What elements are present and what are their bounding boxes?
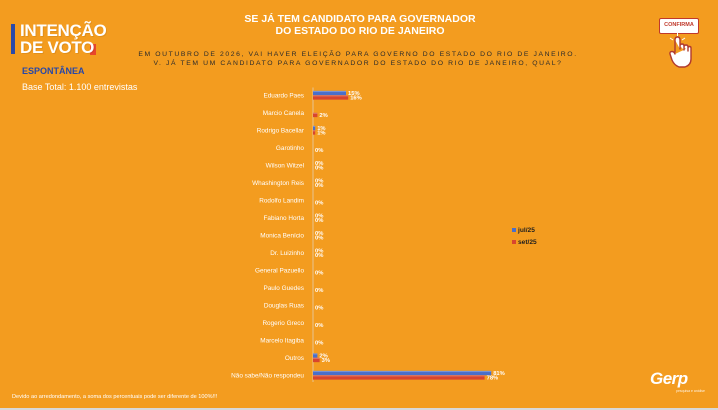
data-label-set: 0% [315,165,323,171]
question-title: SE JÁ TEM CANDIDATO PARA GOVERNADOR DO E… [180,13,540,37]
data-label-jul: 1% [317,126,325,132]
bar-jul [313,90,346,96]
data-label-jul: 15% [348,91,360,97]
bar-highlight [313,95,349,97]
category-label: Rogerio Greco [262,320,304,327]
data-label-set: 0% [315,305,323,311]
bar-set [313,95,349,100]
legend-label-jul: jul/25 [518,226,535,234]
data-label-set: 0% [315,288,323,294]
question-text: EM OUTUBRO DE 2026, VAI HAVER ELEIÇÃO PA… [138,51,578,67]
bar-set [313,130,316,135]
data-label-set: 0% [315,183,323,189]
data-label-jul: 81% [493,371,505,377]
bar-highlight [313,90,346,93]
data-label-jul: 0% [315,161,323,167]
gerp-logo: Gerp [650,369,688,388]
category-label: General Pazuello [255,267,304,274]
data-label-jul: 0% [315,248,323,254]
bar-set [313,375,485,380]
brand-accent-bar [11,24,15,54]
brand-subtitle: ESPONTÂNEA [22,66,85,76]
bar-highlight [313,353,318,355]
bar-highlight [313,125,316,128]
category-label: Douglas Ruas [264,302,304,309]
brand-accent-mark [90,44,96,55]
chart-legend: jul/25 set/25 [512,224,537,248]
data-label-jul: 0% [315,213,323,219]
data-label-jul: 2% [319,353,327,359]
gerp-logo-tagline: pesquisa e análise [676,389,705,393]
pointing-hand-icon [669,33,692,68]
data-label-set: 0% [315,235,323,241]
data-label-set: 0% [315,340,323,346]
data-label-set: 0% [315,323,323,329]
category-label: Wilson Witzel [266,162,304,169]
category-label: Monica Benício [260,232,304,239]
bar-highlight [313,370,492,373]
category-label: Outros [285,355,304,362]
legend-swatch-set [512,240,516,244]
bar-highlight [313,375,485,377]
legend-label-set: set/25 [518,238,537,246]
footnote: Devido ao arredondamento, a soma dos per… [12,394,218,400]
data-label-set: 0% [315,148,323,154]
bar-highlight [313,357,320,359]
brand-title-line1: INTENÇÃO [20,21,107,40]
data-label-set: 2% [319,113,327,119]
bar-jul [313,353,318,358]
category-label: Eduardo Paes [263,92,304,99]
category-label: Não sabe/Não respondeu [231,372,304,379]
data-label-set: 3% [322,358,330,364]
data-label-set: 1% [317,130,325,136]
data-label-jul: 0% [315,178,323,184]
brand-title-line2: DE VOTO [20,38,95,57]
bar-set [313,112,318,118]
category-label: Paulo Guedes [263,285,304,292]
legend-item-set: set/25 [512,236,537,248]
bar-jul [313,370,492,376]
data-label-set: 0% [315,270,323,276]
question-title-line1: SE JÁ TEM CANDIDATO PARA GOVERNADOR [244,13,476,25]
data-label-set: 16% [350,95,362,101]
brand-title: INTENÇÃO DE VOTO [20,21,107,57]
data-label-set: 0% [315,200,323,206]
question-title-line2: DO ESTADO DO RIO DE JANEIRO [275,25,445,37]
sample-base: Base Total: 1.100 entrevistas [22,82,138,92]
category-label: Marcelo Itagiba [260,337,304,344]
confirma-badge: CONFIRMA [659,18,701,70]
bar-jul [313,125,316,131]
category-label: Rodrigo Bacellar [257,127,305,134]
data-label-jul: 0% [315,231,323,237]
legend-item-jul: jul/25 [512,224,537,236]
data-label-set: 78% [487,375,499,381]
bar-set [313,357,320,363]
category-label: Garotinho [276,145,305,152]
category-label: Marcio Canela [263,110,305,117]
data-label-set: 0% [315,218,323,224]
bar-highlight [313,130,316,132]
category-label: Dr. Luizinho [270,250,304,257]
legend-swatch-jul [512,228,516,232]
confirma-label: CONFIRMA [659,18,699,34]
category-label: Fabiano Horta [264,215,305,222]
category-label: Whashington Reis [252,180,304,187]
bar-highlight [313,112,318,114]
data-label-set: 0% [315,253,323,259]
category-label: Rodolfo Landim [259,197,304,204]
